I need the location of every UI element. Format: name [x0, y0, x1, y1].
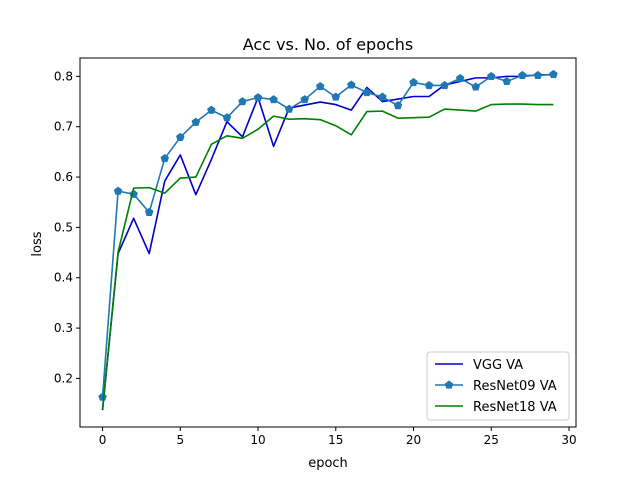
series-line-resnet18-va: [101, 103, 554, 410]
data-point-resnet09-va: [424, 80, 434, 90]
y-tick-label: 0.2: [54, 371, 73, 385]
chart-title: Acc vs. No. of epochs: [243, 35, 414, 54]
data-point-resnet09-va: [253, 93, 263, 102]
data-point-resnet09-va: [455, 73, 465, 83]
data-point-resnet09-va: [471, 82, 481, 91]
legend-label: VGG VA: [473, 358, 523, 373]
series-line-vgg-va: [101, 74, 554, 411]
y-tick-label: 0.6: [54, 170, 73, 184]
data-point-resnet09-va: [113, 186, 123, 195]
data-point-resnet09-va: [518, 70, 527, 80]
data-point-resnet09-va: [269, 95, 278, 104]
x-tick-label: 25: [484, 433, 499, 447]
data-point-resnet09-va: [191, 117, 201, 126]
data-point-resnet09-va: [284, 104, 294, 113]
data-point-resnet09-va: [347, 80, 356, 89]
data-point-resnet09-va: [144, 207, 154, 216]
y-axis-label: loss: [30, 231, 45, 256]
y-tick-label: 0.5: [54, 220, 73, 234]
data-point-resnet09-va: [440, 80, 449, 90]
legend-label: ResNet18 VA: [473, 400, 557, 415]
data-point-resnet09-va: [378, 92, 387, 101]
data-point-resnet09-va: [160, 153, 170, 163]
x-tick-label: 30: [561, 433, 576, 447]
data-point-resnet09-va: [409, 77, 418, 87]
legend-marker: [444, 380, 454, 389]
data-point-resnet09-va: [549, 69, 558, 79]
data-point-resnet09-va: [533, 70, 543, 80]
legend-box: [426, 351, 570, 421]
x-tick-label: 5: [176, 433, 184, 447]
y-tick-label: 0.3: [54, 321, 73, 335]
legend-label: ResNet09 VA: [473, 379, 557, 394]
x-tick-label: 15: [328, 433, 343, 447]
x-tick-label: 0: [99, 433, 107, 447]
x-tick-label: 20: [406, 433, 421, 447]
data-point-resnet09-va: [315, 81, 325, 91]
y-tick-label: 0.7: [54, 120, 73, 134]
data-point-resnet09-va: [207, 105, 216, 114]
plot-area: 0 5 10 15 20 25 30 0.2 0.3 0.4 0.5 0.6 0.7 0.8: [54, 57, 577, 447]
data-point-resnet09-va: [502, 76, 512, 86]
data-point-resnet09-va: [331, 92, 341, 101]
data-point-resnet09-va: [362, 87, 372, 97]
data-point-resnet09-va: [238, 97, 247, 106]
data-point-resnet09-va: [300, 95, 309, 104]
x-tick-label: 10: [250, 433, 265, 447]
axes-frame: [79, 57, 577, 428]
data-point-resnet09-va: [486, 71, 496, 81]
y-tick-label: 0.4: [54, 271, 73, 285]
data-point-resnet09-va: [393, 101, 403, 110]
x-axis-label: epoch: [308, 456, 348, 471]
data-point-resnet09-va: [175, 132, 185, 141]
legend: VGG VA ResNet09 VA ResNet18 VA: [426, 351, 570, 421]
y-tick-label: 0.8: [54, 69, 73, 83]
data-point-resnet09-va: [222, 113, 232, 122]
